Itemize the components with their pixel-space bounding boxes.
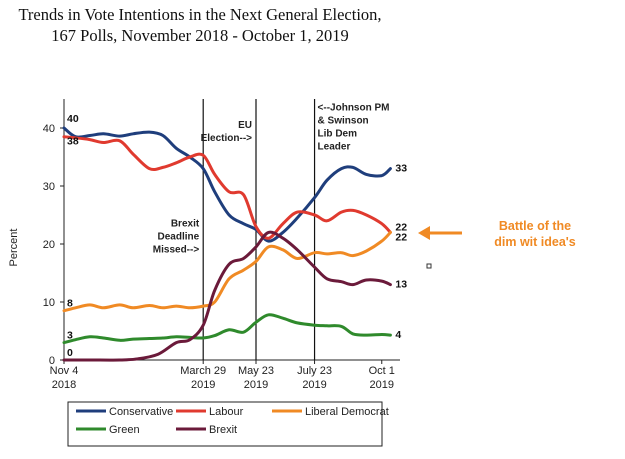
x-tick-label: 2019 bbox=[244, 379, 268, 391]
small-square-marker bbox=[426, 263, 432, 269]
end-value-label-liberal-democrat: 22 bbox=[395, 231, 407, 243]
end-value-label-brexit: 13 bbox=[395, 279, 407, 291]
event-annotation: Deadline bbox=[158, 232, 200, 243]
legend-label-conservative: Conservative bbox=[109, 406, 173, 418]
series-line-labour bbox=[62, 135, 392, 240]
event-annotation: Lib Dem bbox=[318, 129, 358, 140]
legend-label-brexit: Brexit bbox=[209, 424, 237, 436]
legend-label-labour: Labour bbox=[209, 406, 244, 418]
series-line-liberal-democrat bbox=[62, 230, 392, 313]
event-annotation: Election--> bbox=[201, 133, 253, 144]
x-tick-label: 2019 bbox=[302, 379, 326, 391]
event-annotation: & Swinson bbox=[318, 116, 369, 127]
x-tick-label: March 29 bbox=[180, 365, 226, 377]
start-value-label-green: 3 bbox=[67, 330, 73, 342]
chart-title-block: Trends in Vote Intentions in the Next Ge… bbox=[0, 4, 400, 46]
end-value-label-labour: 22 bbox=[395, 221, 407, 233]
start-value-label-liberal-democrat: 8 bbox=[67, 298, 73, 310]
start-value-label-labour: 38 bbox=[67, 136, 79, 148]
callout-arrow-head bbox=[418, 226, 430, 240]
x-tick-label: May 23 bbox=[238, 365, 274, 377]
x-tick-label: 2018 bbox=[52, 379, 76, 391]
series-line-conservative bbox=[62, 126, 392, 243]
legend-label-liberal-democrat: Liberal Democrat bbox=[305, 406, 389, 418]
y-tick-label: 0 bbox=[49, 355, 55, 367]
end-value-label-green: 4 bbox=[395, 329, 401, 341]
series-line-green bbox=[62, 313, 392, 345]
x-tick-label: 2019 bbox=[370, 379, 394, 391]
series-line-brexit bbox=[62, 230, 392, 362]
x-tick-label: Nov 4 bbox=[50, 365, 79, 377]
x-tick-label: 2019 bbox=[191, 379, 215, 391]
callout-text: dim wit idea's bbox=[494, 235, 576, 249]
legend-label-green: Green bbox=[109, 424, 140, 436]
chart-subtitle: 167 Polls, November 2018 - October 1, 20… bbox=[51, 26, 349, 45]
start-value-label-brexit: 0 bbox=[67, 347, 73, 359]
y-tick-label: 30 bbox=[43, 181, 55, 193]
end-value-label-conservative: 33 bbox=[395, 163, 407, 175]
x-tick-label: Oct 1 bbox=[369, 365, 395, 377]
x-tick-label: July 23 bbox=[297, 365, 332, 377]
callout-text: Battle of the bbox=[499, 219, 571, 233]
event-annotation: Missed--> bbox=[153, 245, 200, 256]
event-annotation: Brexit bbox=[171, 219, 200, 230]
event-annotation: EU bbox=[238, 120, 252, 131]
event-annotation: <--Johnson PM bbox=[318, 103, 390, 114]
chart-title: Trends in Vote Intentions in the Next Ge… bbox=[18, 5, 382, 24]
start-value-label-conservative: 40 bbox=[67, 113, 79, 125]
event-annotation: Leader bbox=[318, 142, 351, 153]
y-tick-label: 10 bbox=[43, 297, 55, 309]
y-tick-label: 20 bbox=[43, 239, 55, 251]
y-axis-label: Percent bbox=[8, 229, 20, 267]
legend-box bbox=[67, 401, 383, 447]
y-tick-label: 40 bbox=[43, 123, 55, 135]
